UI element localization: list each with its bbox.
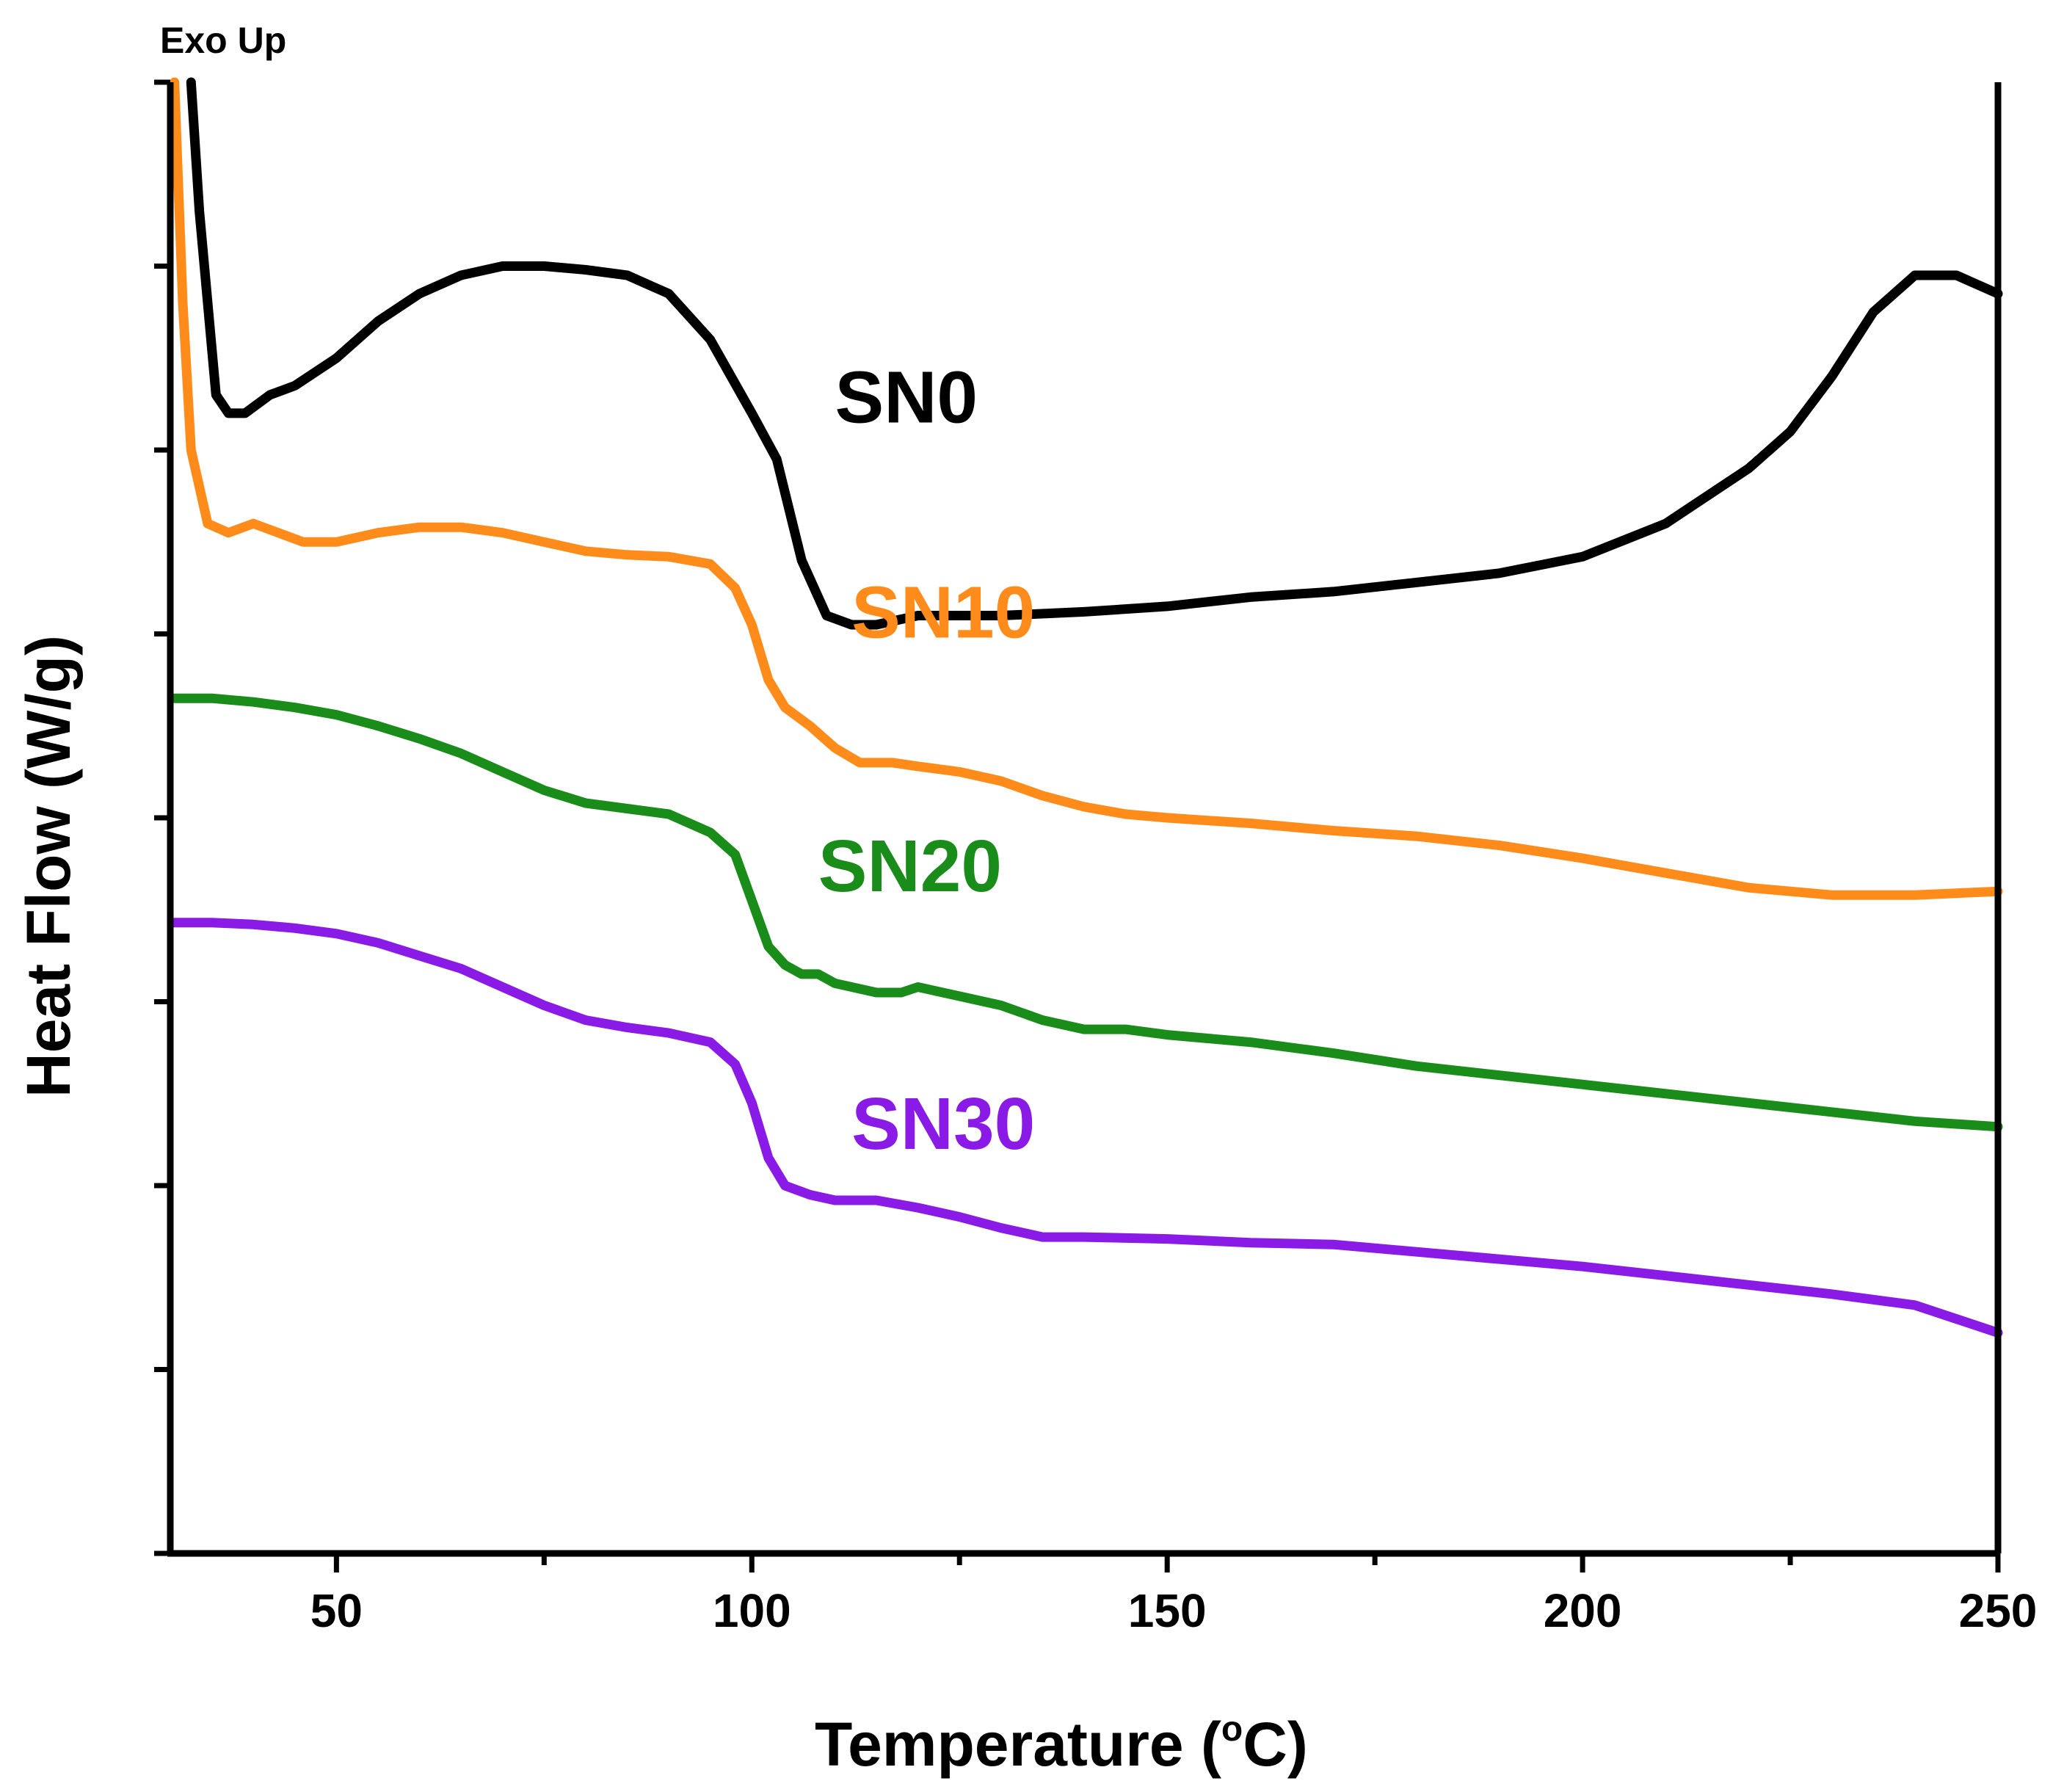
x-tick-label: 200 (1544, 1584, 1622, 1637)
series-label-sn20: SN20 (818, 825, 1002, 907)
series-line-sn0 (186, 77, 2003, 630)
x-tick-label: 100 (713, 1584, 791, 1637)
x-axis-title: Temperature (oC) (815, 1710, 1308, 1779)
exo-up-annotation: Exo Up (160, 20, 286, 61)
series-label-sn10: SN10 (851, 572, 1035, 654)
x-axis-title-main: Temperature ( (815, 1710, 1221, 1779)
series-line-sn20 (170, 693, 2003, 1132)
x-ticks: 50 100 150 200 250 (310, 1553, 2038, 1637)
x-tick-label: 150 (1128, 1584, 1207, 1637)
x-axis-title-degree: o (1221, 1710, 1243, 1749)
series-label-sn0: SN0 (835, 356, 978, 438)
x-axis-title-unit: C) (1243, 1710, 1308, 1779)
series-label-sn30: SN30 (851, 1083, 1035, 1165)
plot-series (170, 77, 2003, 1338)
y-axis-title: Heat Flow (W/g) (14, 635, 83, 1098)
x-tick-label: 50 (310, 1584, 363, 1637)
series-labels: SN0 SN10 SN20 SN30 (818, 356, 1035, 1165)
series-line-sn10 (170, 77, 2003, 900)
series-line-sn30 (170, 918, 2003, 1338)
x-tick-label: 250 (1959, 1584, 2038, 1637)
y-ticks (154, 79, 170, 1556)
